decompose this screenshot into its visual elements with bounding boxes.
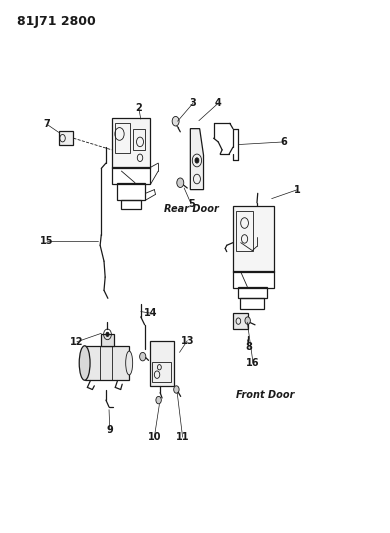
Ellipse shape bbox=[79, 346, 90, 380]
Bar bbox=[152, 362, 171, 382]
Circle shape bbox=[140, 352, 146, 361]
Text: 2: 2 bbox=[135, 103, 142, 114]
Text: 81J71 2800: 81J71 2800 bbox=[17, 14, 96, 28]
Text: 5: 5 bbox=[188, 199, 195, 209]
Text: 3: 3 bbox=[190, 98, 197, 108]
Text: 8: 8 bbox=[246, 342, 253, 352]
Text: 14: 14 bbox=[144, 308, 157, 318]
Text: 7: 7 bbox=[44, 119, 50, 130]
Text: Front Door: Front Door bbox=[236, 390, 294, 400]
Text: Rear Door: Rear Door bbox=[164, 204, 218, 214]
Text: 6: 6 bbox=[281, 137, 287, 147]
Bar bbox=[239, 298, 264, 309]
Bar bbox=[112, 118, 151, 168]
Bar bbox=[121, 200, 141, 209]
Bar bbox=[115, 123, 129, 152]
Bar bbox=[233, 313, 248, 329]
Bar bbox=[117, 183, 145, 200]
Bar bbox=[238, 287, 267, 298]
Bar bbox=[233, 206, 274, 272]
Bar bbox=[59, 131, 73, 144]
Text: 4: 4 bbox=[215, 98, 222, 108]
Bar bbox=[233, 271, 274, 288]
Bar bbox=[85, 346, 129, 381]
Circle shape bbox=[245, 317, 250, 324]
Text: 13: 13 bbox=[181, 336, 194, 346]
Text: 16: 16 bbox=[246, 358, 260, 368]
Text: 9: 9 bbox=[106, 425, 113, 435]
Bar bbox=[151, 341, 174, 386]
Text: 11: 11 bbox=[176, 432, 190, 442]
Circle shape bbox=[195, 158, 199, 163]
Text: 15: 15 bbox=[40, 236, 54, 246]
Ellipse shape bbox=[126, 351, 133, 375]
Text: 10: 10 bbox=[147, 432, 161, 442]
Circle shape bbox=[172, 116, 179, 126]
Bar bbox=[112, 167, 151, 184]
Bar bbox=[101, 334, 113, 346]
Circle shape bbox=[156, 397, 161, 404]
Text: 12: 12 bbox=[70, 337, 83, 347]
Circle shape bbox=[106, 332, 109, 336]
Bar bbox=[133, 128, 145, 150]
Text: 1: 1 bbox=[294, 184, 301, 195]
Circle shape bbox=[177, 178, 184, 188]
Bar bbox=[236, 211, 253, 251]
Polygon shape bbox=[190, 128, 204, 190]
Circle shape bbox=[174, 386, 179, 393]
